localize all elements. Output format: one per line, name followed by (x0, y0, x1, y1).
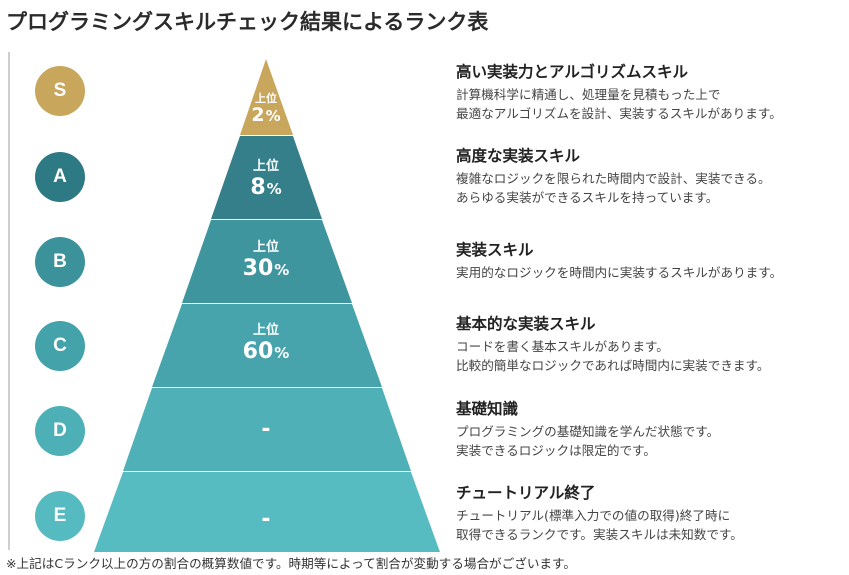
tier-label-d: - (261, 417, 271, 442)
tier-c-unit: % (274, 344, 290, 362)
rank-s-line-2: 最適なアルゴリズムを設計、実装するスキルがあります。 (456, 106, 782, 121)
tier-label-s-top: 上位 (255, 92, 277, 105)
pyramid-tier-d (123, 388, 411, 471)
tier-label-s-value: 2% (206, 106, 326, 125)
rank-badge-s: S (35, 66, 85, 116)
rank-badge-a: A (35, 152, 85, 202)
rank-description-d: 基礎知識 プログラミングの基礎知識を学んだ状態です。 実装できるロジックは限定的… (456, 397, 846, 460)
rank-a-heading: 高度な実装スキル (456, 147, 581, 165)
rank-a-line-1: 複雑なロジックを限られた時間内で設計、実装できる。 (456, 171, 771, 186)
tier-s-value: 2 (251, 104, 265, 126)
rank-s-line-1: 計算機科学に精通し、処理量を見積もった上で (456, 87, 721, 102)
rank-description-a: 高度な実装スキル 複雑なロジックを限られた時間内で設計、実装できる。 あらゆる実… (456, 144, 846, 207)
rank-badge-b: B (35, 237, 85, 287)
tier-b-value: 30 (242, 256, 274, 281)
tier-label-a-top: 上位 (252, 159, 279, 174)
rank-description-b: 実装スキル 実用的なロジックを時間内に実装するスキルがあります。 (456, 238, 846, 282)
tier-label-b-value: 30% (206, 258, 326, 280)
pyramid-tier-s (240, 59, 293, 135)
tier-label-b: 上位 30% (206, 241, 326, 280)
tier-label-c: 上位 60% (206, 324, 326, 363)
tier-label-a-value: 8% (206, 177, 326, 199)
rank-e-line-1: チュートリアル(標準入力での値の取得)終了時に (456, 508, 731, 523)
rank-b-heading: 実装スキル (456, 241, 534, 259)
rank-c-heading: 基本的な実装スキル (456, 315, 596, 333)
rank-d-line-1: プログラミングの基礎知識を学んだ状態です。 (456, 424, 720, 439)
tier-a-unit: % (266, 180, 282, 198)
rank-description-e: チュートリアル終了 チュートリアル(標準入力での値の取得)終了時に 取得できるラ… (456, 481, 846, 544)
page-title: プログラミングスキルチェック結果によるランク表 (6, 10, 489, 34)
tier-label-c-top: 上位 (252, 323, 279, 338)
rank-c-line-1: コードを書く基本スキルがあります。 (456, 339, 669, 354)
tier-label-s: 上位 2% (206, 93, 326, 125)
rank-a-line-2: あらゆる実装ができるスキルを持っています。 (456, 190, 719, 205)
tier-b-unit: % (274, 261, 290, 279)
pyramid-tier-e (94, 472, 440, 552)
rank-e-line-2: 取得できるランクです。実装スキルは未知数です。 (456, 527, 743, 542)
rank-description-c: 基本的な実装スキル コードを書く基本スキルがあります。 比較的簡単なロジックであ… (456, 312, 846, 375)
tier-a-value: 8 (250, 175, 266, 200)
rank-badge-d: D (35, 406, 85, 456)
pyramid-tier-a (211, 136, 322, 219)
rank-c-line-2: 比較的簡単なロジックであれば時間内に実装できます。 (456, 358, 770, 373)
tier-label-b-top: 上位 (252, 240, 279, 255)
rank-d-heading: 基礎知識 (456, 400, 519, 418)
pyramid-tier-b (182, 220, 352, 303)
tier-label-c-value: 60% (206, 341, 326, 363)
footnote: ※上記はCランク以上の方の割合の概算数値です。時期等によって割合が変動する場合が… (6, 556, 576, 571)
tier-s-unit: % (265, 107, 281, 125)
rank-e-heading: チュートリアル終了 (456, 484, 596, 502)
tier-label-a: 上位 8% (206, 160, 326, 199)
rank-badge-e: E (35, 491, 85, 541)
left-divider (8, 52, 10, 550)
rank-badge-c: C (35, 321, 85, 371)
tier-label-e: - (261, 507, 271, 532)
rank-d-line-2: 実装できるロジックは限定的です。 (456, 443, 656, 458)
rank-b-line-1: 実用的なロジックを時間内に実装するスキルがあります。 (456, 265, 783, 280)
pyramid-tier-c (152, 304, 382, 387)
rank-description-s: 高い実装力とアルゴリズムスキル 計算機科学に精通し、処理量を見積もった上で 最適… (456, 60, 846, 123)
tier-c-value: 60 (242, 339, 274, 364)
rank-s-heading: 高い実装力とアルゴリズムスキル (456, 63, 689, 81)
